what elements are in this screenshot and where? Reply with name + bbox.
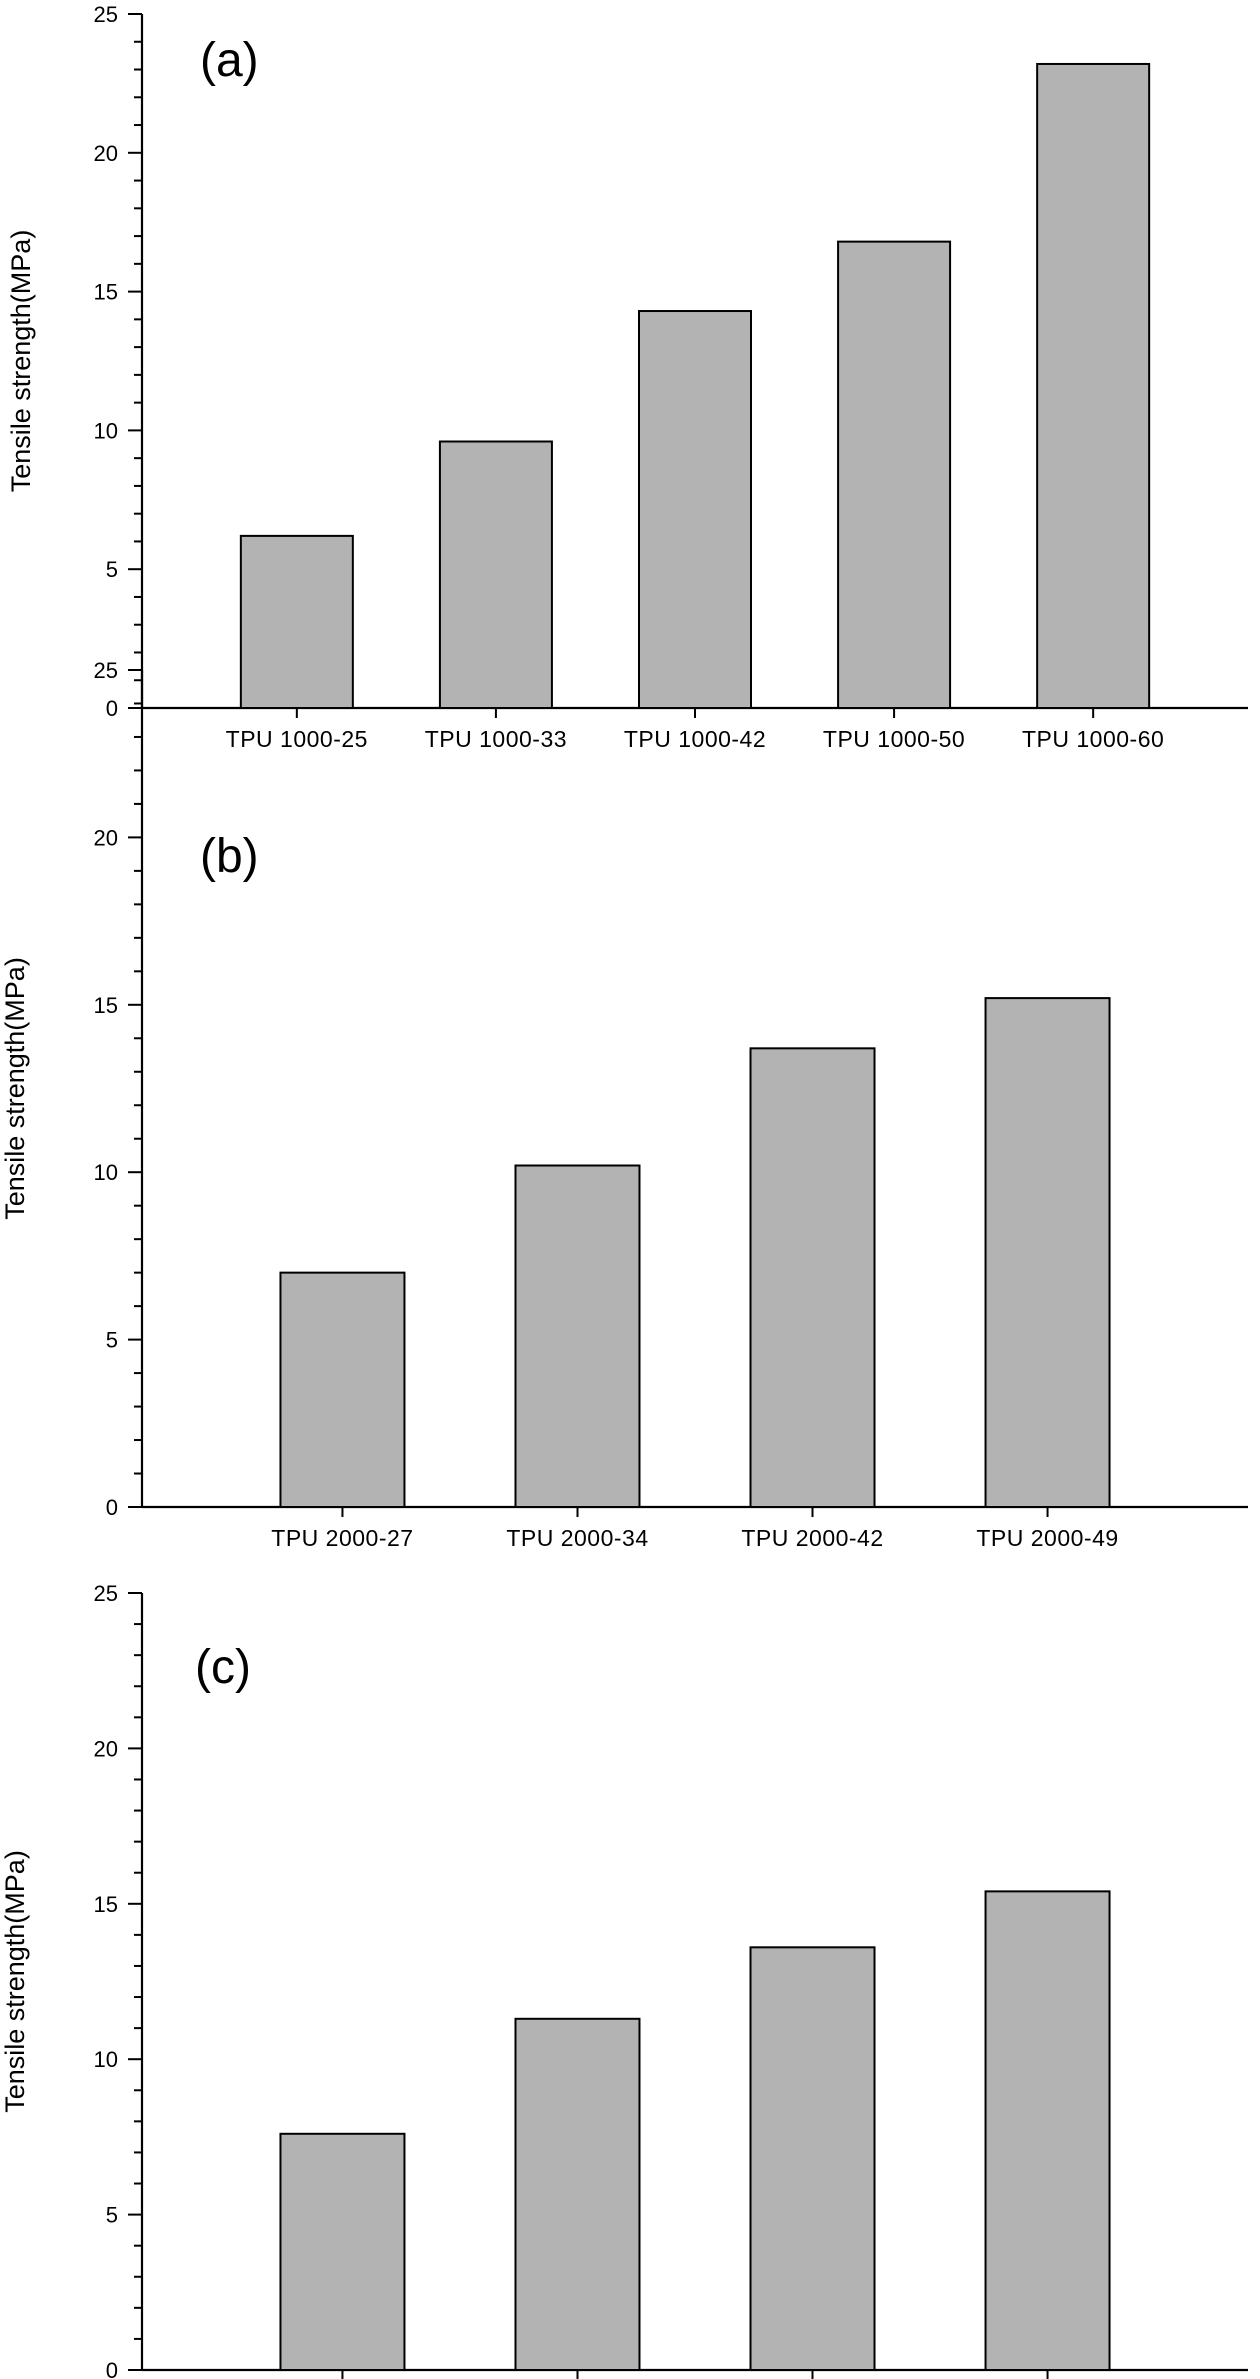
panel-label: (b) [200,830,259,883]
y-tick-label: 5 [106,557,118,582]
y-tick-label: 20 [94,825,118,850]
bar [279,2132,406,2371]
x-tick-label: TPU 2000-42 [741,1525,883,1551]
y-tick-label: 5 [106,2203,118,2228]
y-tick-label: 10 [94,1160,118,1185]
x-tick-label: TPU 1000-60 [1022,726,1164,752]
bar [984,1890,1111,2372]
y-axis-label: Tensile strength(MPa) [0,1850,30,2113]
x-tick-label: TPU 1000-25 [226,726,368,752]
chart-panel: 0 5 10 15 20 25 Tensile strength(MPa) (b) TPU 20… [0,658,1248,1551]
y-tick-label: 20 [94,141,118,166]
bar [749,1946,876,2371]
x-tick-label: TPU 1000-42 [624,726,766,752]
y-tick-label: 0 [106,2358,118,2379]
y-tick-label: 15 [94,280,118,305]
y-tick-label: 15 [94,993,118,1018]
bar [514,1164,641,1509]
y-tick-label: 25 [94,658,118,683]
chart-panel: 0 5 10 15 20 25 Tensile strength(MPa) (a) TPU 10… [6,2,1248,752]
bar [837,240,952,710]
x-tick-label: TPU 2000-34 [506,1525,648,1551]
bar [749,1047,876,1508]
y-tick-label: 10 [94,418,118,443]
y-tick-label: 5 [106,1328,118,1353]
bar [984,997,1111,1508]
x-tick-label: TPU 2000-27 [271,1525,413,1551]
y-tick-label: 0 [106,1495,118,1520]
y-tick-label: 20 [94,1736,118,1761]
y-tick-label: 10 [94,2047,118,2072]
y-tick-label: 0 [106,696,118,721]
y-tick-label: 25 [94,2,118,27]
y-tick-label: 15 [94,1892,118,1917]
x-tick-label: TPU 1000-50 [823,726,965,752]
bar [239,534,354,709]
panel-label: (a) [200,34,259,87]
bar [1036,62,1151,709]
y-axis-label: Tensile strength(MPa) [0,957,30,1220]
x-tick-label: TPU 1000-33 [425,726,567,752]
bar [514,2017,641,2372]
bar [438,440,553,709]
y-axis-label: Tensile strength(MPa) [6,230,36,493]
panel-label: (c) [195,1641,251,1694]
y-tick-label: 25 [94,1581,118,1606]
x-tick-label: TPU 2000-49 [976,1525,1118,1551]
bar [638,310,752,709]
bar [279,1271,406,1509]
